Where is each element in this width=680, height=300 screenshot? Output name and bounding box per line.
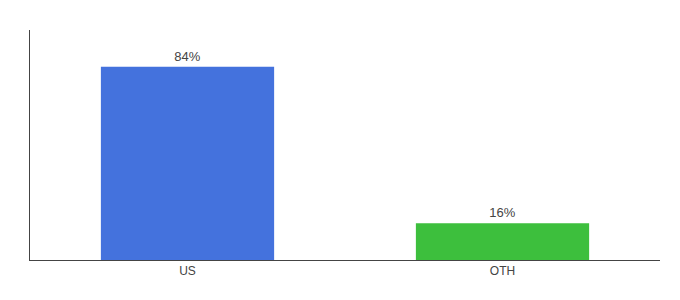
svg-text:16%: 16% [489,205,515,220]
svg-text:84%: 84% [174,49,200,64]
svg-text:US: US [179,264,196,278]
svg-text:OTH: OTH [490,264,515,278]
